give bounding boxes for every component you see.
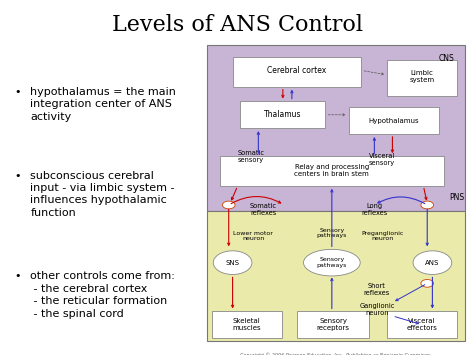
Text: PNS: PNS — [449, 193, 465, 202]
Bar — [387, 311, 457, 338]
Text: other controls come from:
 - the cerebral cortex
 - the reticular formation
 - t: other controls come from: - the cerebral… — [30, 272, 175, 319]
Text: Sensory
pathways: Sensory pathways — [317, 228, 347, 239]
Text: Skeletal
muscles: Skeletal muscles — [232, 318, 261, 331]
Text: Visceral
sensory: Visceral sensory — [369, 153, 395, 166]
Ellipse shape — [413, 251, 452, 274]
Bar — [207, 45, 465, 211]
FancyArrowPatch shape — [378, 197, 425, 204]
Text: Sensory
pathways: Sensory pathways — [317, 257, 347, 268]
Text: •: • — [14, 87, 20, 97]
Text: Preganglionic
neuron: Preganglionic neuron — [361, 231, 403, 241]
Text: •: • — [14, 272, 20, 282]
Bar — [387, 60, 457, 95]
Bar — [212, 311, 282, 338]
Ellipse shape — [222, 201, 235, 209]
Text: Somatic
reflexes: Somatic reflexes — [250, 203, 277, 216]
Text: Sensory
receptors: Sensory receptors — [317, 318, 350, 331]
Text: Lower motor
neuron: Lower motor neuron — [233, 231, 273, 241]
Text: Limbic
system: Limbic system — [410, 70, 435, 83]
Text: Levels of ANS Control: Levels of ANS Control — [111, 14, 363, 36]
Text: Somatic
sensory: Somatic sensory — [237, 150, 264, 163]
Text: CNS: CNS — [439, 54, 455, 63]
Text: Visceral
effectors: Visceral effectors — [407, 318, 438, 331]
Bar — [240, 102, 325, 128]
Ellipse shape — [213, 251, 252, 274]
Text: Cerebral cortex: Cerebral cortex — [267, 66, 327, 75]
Text: Thalamus: Thalamus — [264, 110, 301, 119]
FancyArrowPatch shape — [231, 197, 281, 204]
Bar — [233, 57, 362, 87]
Text: Copyright © 2006 Pearson Education, Inc., Publishing as Benjamin Cummings: Copyright © 2006 Pearson Education, Inc.… — [240, 353, 431, 355]
Ellipse shape — [303, 249, 360, 276]
Text: •: • — [14, 170, 20, 181]
Text: SNS: SNS — [226, 260, 239, 266]
Text: subconscious cerebral
input - via limbic system -
influences hypothalamic
functi: subconscious cerebral input - via limbic… — [30, 170, 175, 218]
Bar — [297, 311, 369, 338]
Ellipse shape — [421, 201, 434, 209]
Text: Relay and processing
centers in brain stem: Relay and processing centers in brain st… — [294, 164, 369, 176]
Bar — [207, 211, 465, 341]
Ellipse shape — [421, 279, 434, 287]
Text: Ganglionic
neuron: Ganglionic neuron — [359, 304, 395, 316]
Bar — [219, 156, 444, 186]
Text: ANS: ANS — [425, 260, 439, 266]
Text: Short
reflexes: Short reflexes — [364, 283, 390, 296]
Text: Hypothalamus: Hypothalamus — [368, 118, 419, 124]
Text: Long
reflexes: Long reflexes — [361, 203, 388, 216]
Text: hypothalamus = the main
integration center of ANS
activity: hypothalamus = the main integration cent… — [30, 87, 176, 122]
Bar — [348, 108, 439, 134]
